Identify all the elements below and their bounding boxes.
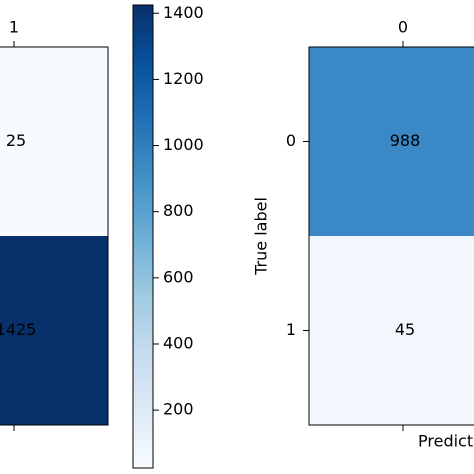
cell-label: 1425 (0, 320, 36, 339)
x-tick-label: 0 (398, 18, 408, 37)
colorbar-tick-label: 800 (163, 201, 194, 220)
colorbar-tick-label: 1400 (163, 3, 204, 22)
x-tick-label: 1 (9, 18, 19, 37)
colorbar-tick-label: 1000 (163, 135, 204, 154)
cell-label: 25 (6, 131, 26, 150)
colorbar (132, 4, 154, 469)
x-axis-label: Predicted label (418, 432, 474, 451)
heatmap-cell (0, 236, 108, 425)
cell-label: 45 (395, 320, 415, 339)
colorbar-tick-label: 1200 (163, 69, 204, 88)
heatmap-cell (0, 47, 108, 236)
cell-label: 988 (390, 131, 421, 150)
y-tick-label: 0 (286, 131, 296, 150)
y-tick-label: 1 (286, 320, 296, 339)
heatmap-cell (309, 47, 474, 236)
heatmap-cell (309, 236, 474, 425)
colorbar-tick-label: 400 (163, 333, 194, 352)
colorbar-tick-label: 200 (163, 400, 194, 419)
colorbar-tick-label: 600 (163, 267, 194, 286)
y-axis-label: True label (252, 197, 271, 276)
